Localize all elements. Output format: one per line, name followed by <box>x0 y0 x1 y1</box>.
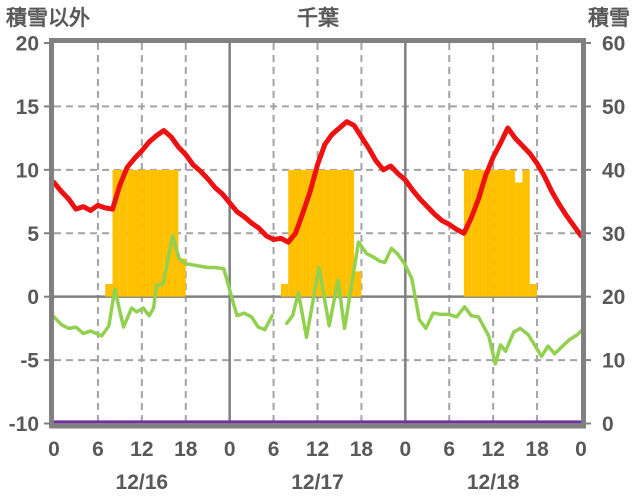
plot-border <box>49 38 586 429</box>
left-axis-tick-label: -10 <box>9 413 39 436</box>
orange-bar <box>105 283 113 297</box>
orange-bar <box>500 169 508 297</box>
chart-title: 千葉 <box>297 7 339 30</box>
orange-bar <box>112 169 120 297</box>
x-tick-label: 0 <box>48 438 60 461</box>
right-axis-tick-label: 50 <box>602 96 625 119</box>
x-tick-label: 0 <box>224 438 236 461</box>
orange-bar <box>134 169 142 297</box>
orange-bar <box>354 271 362 297</box>
orange-bar <box>522 169 530 297</box>
x-tick-label: 18 <box>174 438 198 461</box>
orange-bar <box>529 283 538 297</box>
right-axis-tick-label: 20 <box>602 286 625 309</box>
date-label: 12/18 <box>467 471 520 494</box>
right-axis-title: 積雪 <box>588 7 630 30</box>
x-tick-label: 18 <box>350 438 374 461</box>
x-tick-label: 0 <box>575 438 587 461</box>
orange-bar <box>478 169 486 297</box>
orange-bar <box>324 169 333 297</box>
x-tick-label: 6 <box>268 438 280 461</box>
x-tick-label: 6 <box>443 438 455 461</box>
x-tick-label: 12 <box>481 438 504 461</box>
right-axis-tick-label: 10 <box>602 350 625 373</box>
left-axis-tick-label: 10 <box>16 159 39 182</box>
orange-bar <box>515 182 523 297</box>
red-line <box>51 119 584 245</box>
orange-bar <box>463 169 472 297</box>
orange-bar <box>295 169 303 297</box>
orange-bar <box>288 169 296 297</box>
green-line-segment <box>52 234 274 338</box>
left-axis-tick-label: 5 <box>27 223 39 246</box>
right-axis-tick-label: 40 <box>602 159 625 182</box>
orange-bar <box>346 169 355 297</box>
left-axis-title: 積雪以外 <box>6 7 90 30</box>
left-axis-tick-label: 15 <box>16 96 40 119</box>
left-axis-tick-label: -5 <box>20 350 39 373</box>
date-label: 12/17 <box>291 471 344 494</box>
x-tick-label: 12 <box>130 438 153 461</box>
green-line-segment <box>285 240 583 366</box>
right-axis-tick-label: 0 <box>602 413 614 436</box>
orange-bar <box>156 169 164 297</box>
orange-bar <box>485 169 494 297</box>
x-tick-label: 12 <box>306 438 329 461</box>
orange-bar <box>332 169 340 297</box>
orange-bar <box>171 169 179 297</box>
orange-bar <box>339 169 347 297</box>
orange-bar <box>178 258 186 297</box>
left-axis-tick-label: 20 <box>16 33 39 56</box>
orange-bar <box>149 169 157 297</box>
orange-bar <box>302 169 311 297</box>
orange-bar <box>317 169 325 297</box>
x-tick-label: 6 <box>92 438 104 461</box>
orange-bar <box>493 169 501 297</box>
orange-bar <box>163 169 172 297</box>
right-axis-tick-label: 60 <box>602 33 625 56</box>
left-axis-tick-label: 0 <box>27 286 39 309</box>
orange-bar <box>141 169 150 297</box>
orange-bar <box>310 169 318 297</box>
orange-bar <box>471 169 479 297</box>
x-tick-label: 0 <box>399 438 411 461</box>
date-label: 12/16 <box>116 471 169 494</box>
right-axis-tick-label: 30 <box>602 223 625 246</box>
orange-bar <box>507 169 516 297</box>
orange-bar <box>119 169 128 297</box>
orange-bar <box>127 169 135 297</box>
x-tick-label: 18 <box>525 438 549 461</box>
orange-bar <box>280 283 289 297</box>
